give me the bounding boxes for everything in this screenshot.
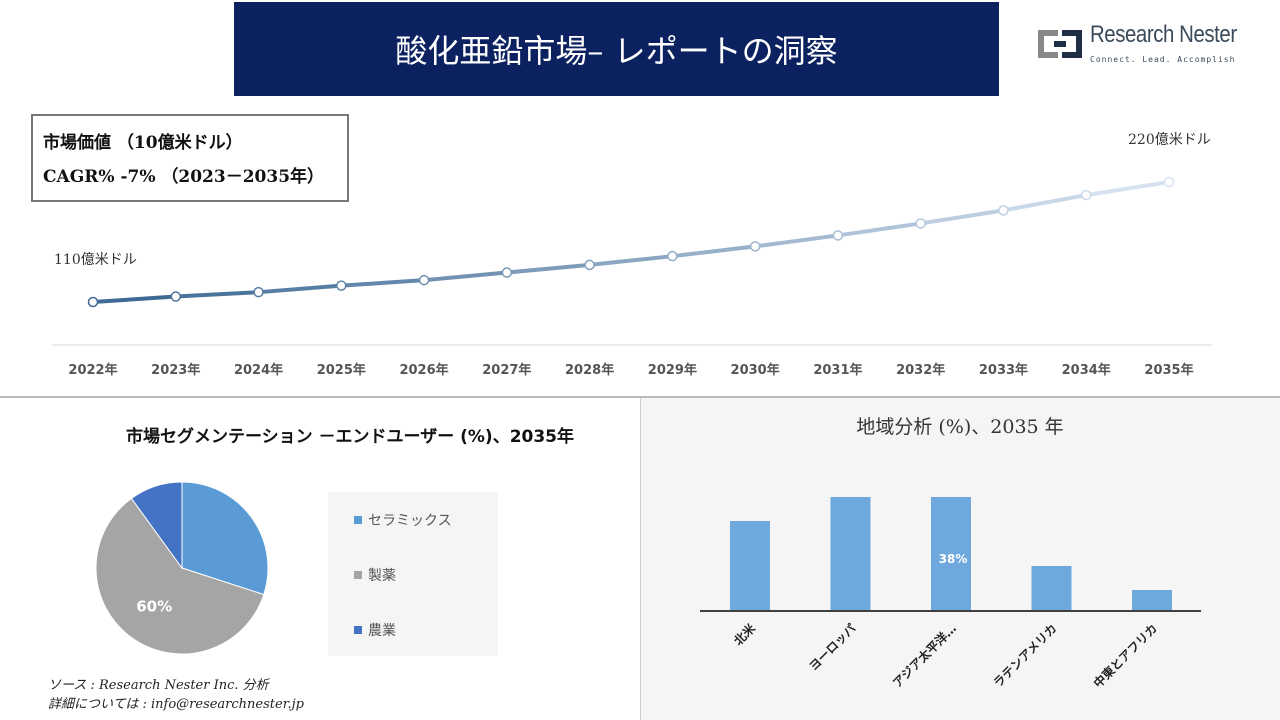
regional-bar-chart: 北米 ヨーロッパ 38% アジア太平洋… ラテンアメリカ 中東とアフリカ	[700, 497, 1201, 691]
contact-line: 詳細については : info@researchnester.jp	[48, 697, 304, 712]
market-value-label: 市場価値 （10億米ドル）	[43, 133, 243, 153]
cagr-label: CAGR% -7% （2023－2035年）	[43, 167, 325, 187]
line-segment	[173, 290, 261, 299]
legend-label: 農業	[368, 623, 396, 639]
pie-slice-1	[95, 497, 265, 655]
start-value-label: 110億米ドル	[54, 252, 137, 268]
logo-tagline: Connect. Lead. Accomplish	[1090, 55, 1236, 64]
data-point	[915, 218, 926, 229]
line-segment	[339, 278, 427, 288]
line-segment	[1001, 193, 1089, 213]
x-tick-label: 2028年	[565, 362, 614, 378]
page-title: 酸化亜鉛市場– レポートの洞察	[234, 2, 999, 96]
x-tick-label: 2030年	[731, 362, 780, 378]
legend-swatch	[354, 626, 362, 634]
x-tick-label: 2026年	[399, 362, 448, 378]
end-value-label: 220億米ドル	[1128, 132, 1211, 148]
pie-slice-2	[130, 481, 183, 570]
line-segment	[835, 221, 923, 238]
data-point	[584, 259, 595, 271]
data-point	[667, 250, 678, 262]
x-tick-label: 2029年	[648, 362, 697, 378]
market-info-box: 市場価値 （10億米ドル） CAGR% -7% （2023－2035年）	[31, 114, 349, 202]
legend-item: 製薬	[354, 565, 396, 585]
x-tick-label: 2031年	[813, 362, 862, 378]
x-tick-label: ラテンアメリカ	[991, 621, 1060, 690]
data-point	[749, 241, 761, 252]
data-point	[253, 286, 264, 298]
line-segment	[670, 244, 758, 259]
line-segment	[504, 262, 592, 275]
source-line: ソース : Research Nester Inc. 分析	[48, 678, 269, 693]
segmentation-title: 市場セグメンテーション －エンドユーザー (%)、2035年	[125, 427, 575, 447]
data-point	[832, 230, 844, 241]
data-point	[418, 274, 430, 286]
legend-label: セラミックス	[368, 513, 452, 529]
x-tick-label: 2022年	[68, 362, 117, 378]
x-tick-label: 2035年	[1144, 362, 1193, 378]
x-tick-label: アジア太平洋…	[889, 621, 959, 691]
pie-legend: セラミックス 製薬農業	[328, 492, 498, 656]
divider	[0, 396, 1280, 398]
x-tick-label: ヨーロッパ	[806, 621, 858, 673]
x-tick-label: 2025年	[317, 362, 366, 378]
line-segment	[918, 208, 1006, 226]
research-nester-logo: Research Nester Connect. Lead. Accomplis…	[1034, 22, 1264, 70]
data-point	[501, 267, 513, 278]
data-point	[336, 280, 347, 291]
legend-item: 農業	[354, 620, 396, 640]
legend-item: セラミックス	[354, 510, 452, 530]
x-tick-label: 2033年	[979, 362, 1028, 378]
data-point	[998, 205, 1009, 216]
end-user-pie-chart: 60%	[95, 481, 269, 655]
source-note: ソース : Research Nester Inc. 分析 詳細については : …	[48, 676, 304, 714]
x-tick-label: 2034年	[1062, 362, 1111, 378]
pie-data-label: 60%	[136, 597, 172, 615]
data-point	[87, 296, 99, 308]
x-tick-label: 2027年	[482, 362, 531, 378]
line-segment	[753, 233, 840, 249]
logo-icon	[1038, 30, 1082, 58]
legend-swatch	[354, 516, 362, 524]
legend-label: 製薬	[368, 568, 396, 584]
bar	[1132, 590, 1172, 611]
bar	[730, 521, 770, 611]
regional-title: 地域分析 (%)、2035 年	[856, 416, 1064, 438]
bar	[1031, 566, 1072, 611]
x-tick-label: 2024年	[234, 362, 283, 378]
data-point	[1163, 176, 1175, 188]
line-segment	[422, 270, 509, 283]
bar	[830, 497, 871, 611]
market-value-line-chart: 2022年 2023年 2024年 2025年 2026年 2027年 2028年 2029年…	[52, 132, 1212, 378]
x-tick-label: 2023年	[151, 362, 200, 378]
pie-slice-0	[181, 481, 269, 596]
line-segment	[1084, 180, 1171, 198]
bar-data-label: 38%	[939, 552, 968, 566]
logo-name: Research Nester	[1090, 21, 1237, 48]
line-segment	[256, 283, 344, 295]
line-segment	[91, 294, 178, 304]
line-segment	[587, 254, 675, 267]
x-tick-label: 北米	[731, 620, 759, 648]
data-point	[170, 291, 182, 302]
x-tick-label: 2032年	[896, 362, 945, 378]
legend-swatch	[354, 571, 362, 579]
x-tick-label: 中東とアフリカ	[1090, 621, 1160, 691]
bar	[931, 497, 971, 611]
data-point	[1080, 189, 1092, 201]
